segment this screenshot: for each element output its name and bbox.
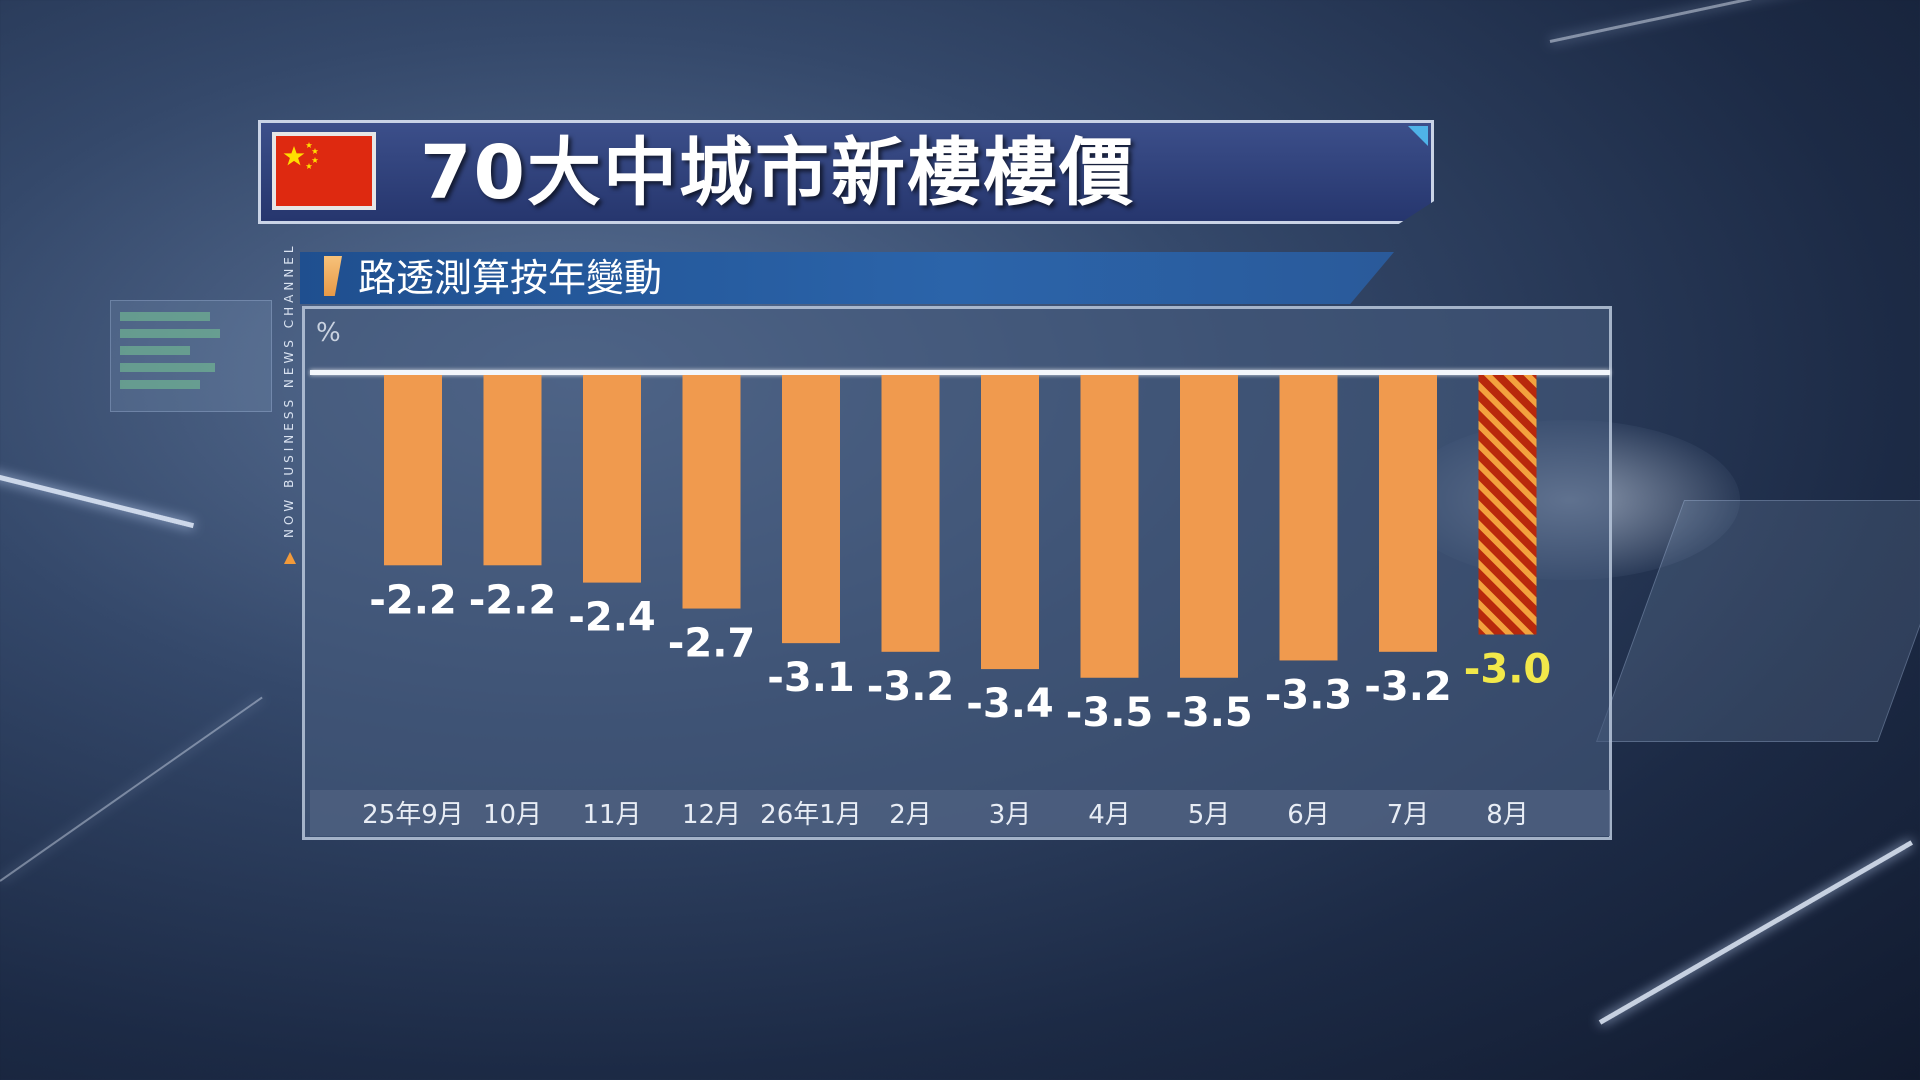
bar [682,375,741,609]
x-tick-label: 25年9月 [362,800,464,830]
x-axis-band [310,790,1610,836]
channel-side-tag: NOW BUSINESS NEWS CHANNEL [280,242,302,578]
bars-group: -2.2 25年9月 -2.2 10月 -2.4 11月 -2.7 12月 -3.1 26年1月 -… [362,375,1551,830]
x-tick-label: 11月 [582,800,641,830]
triangle-icon [284,552,296,564]
x-tick-label: 2月 [889,800,932,830]
bar-value-label: -3.4 [966,681,1053,727]
x-tick-label: 4月 [1088,800,1131,830]
bar [1080,375,1139,678]
x-tick-label: 12月 [682,800,741,830]
bar [1279,375,1338,661]
china-flag-icon [272,132,376,210]
chart-title: 70大中城市新樓樓價 [420,130,1135,216]
bar-value-label: -3.0 [1464,647,1551,693]
chart-subtitle: 路透測算按年變動 [358,256,663,300]
bar [483,375,542,566]
bar-value-label: -3.1 [767,655,854,701]
bar [981,375,1039,670]
bar-value-label: -3.3 [1265,672,1352,718]
zero-baseline [310,370,1610,375]
x-tick-label: 10月 [483,800,542,830]
bar-value-label: -2.2 [369,577,456,623]
background-mini-chart [120,312,230,397]
bar [1379,375,1437,652]
bar-value-label: -2.7 [668,621,755,667]
title-banner [258,120,1434,224]
x-tick-label: 26年1月 [760,800,862,830]
bar [384,375,442,566]
x-tick-label: 8月 [1486,800,1529,830]
bar-value-label: -3.2 [1364,664,1451,710]
bar [583,375,641,583]
bar-value-label: -3.5 [1066,690,1153,736]
bar-value-label: -3.5 [1165,690,1252,736]
bar-value-label: -2.2 [469,577,556,623]
bar-value-label: -3.2 [867,664,954,710]
subtitle-banner [300,252,1394,304]
bar [782,375,840,644]
x-tick-label: 5月 [1188,800,1231,830]
x-tick-label: 6月 [1287,800,1330,830]
x-tick-label: 7月 [1387,800,1430,830]
bar-value-label: -2.4 [568,595,655,641]
x-tick-label: 3月 [989,800,1032,830]
bar-highlight [1478,375,1537,635]
bar [881,375,940,652]
y-axis-unit: % [316,318,341,348]
corner-accent [1408,126,1428,146]
bar [1180,375,1238,678]
